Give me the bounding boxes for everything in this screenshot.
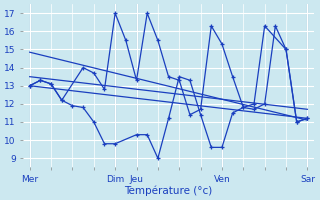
X-axis label: Température (°c): Température (°c) xyxy=(124,185,213,196)
